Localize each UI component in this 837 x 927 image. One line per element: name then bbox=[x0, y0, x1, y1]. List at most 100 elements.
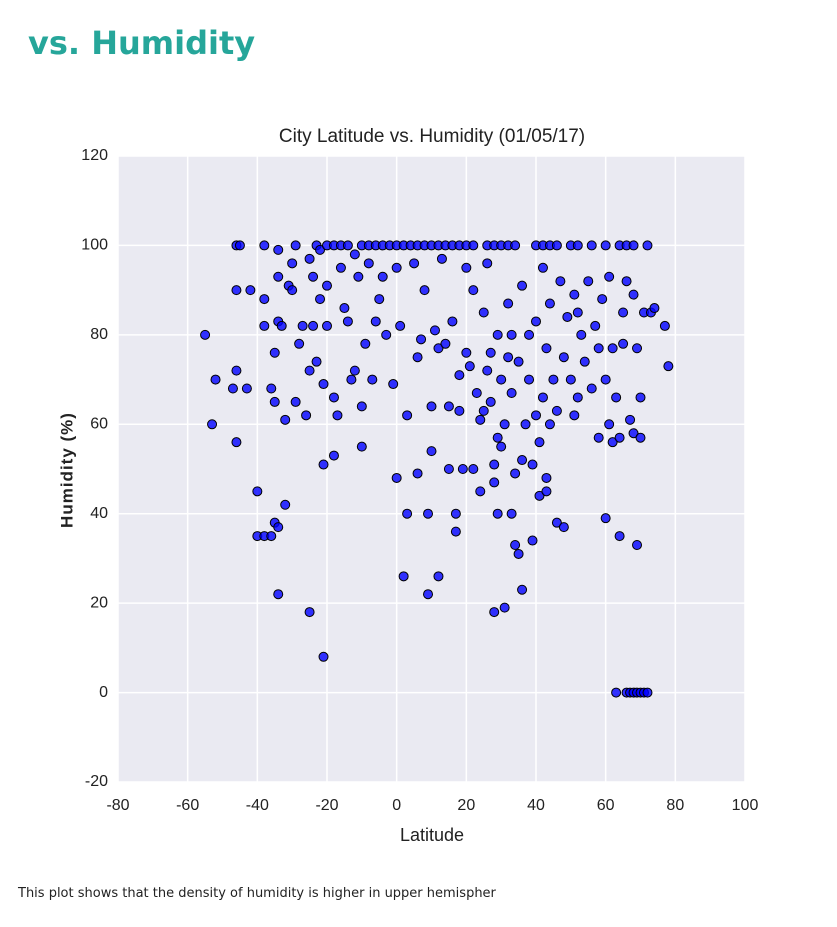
point bbox=[618, 307, 629, 318]
point bbox=[287, 258, 298, 269]
point bbox=[569, 410, 580, 421]
point bbox=[510, 240, 521, 251]
point bbox=[527, 535, 538, 546]
point bbox=[579, 356, 590, 367]
point bbox=[499, 602, 510, 613]
point bbox=[290, 396, 301, 407]
point bbox=[503, 352, 514, 363]
x-tick-label: -60 bbox=[176, 797, 199, 814]
x-axis-label: Latitude bbox=[400, 825, 464, 845]
point bbox=[294, 338, 305, 349]
point bbox=[663, 361, 674, 372]
point bbox=[234, 240, 245, 251]
point bbox=[297, 320, 308, 331]
point bbox=[433, 343, 444, 354]
point bbox=[426, 401, 437, 412]
point bbox=[346, 374, 357, 385]
point bbox=[468, 240, 479, 251]
point bbox=[370, 316, 381, 327]
y-axis-label: Humidity (%) bbox=[57, 412, 76, 528]
point bbox=[377, 271, 388, 282]
point bbox=[517, 280, 528, 291]
point bbox=[349, 365, 360, 376]
point bbox=[273, 271, 284, 282]
point bbox=[503, 298, 514, 309]
x-tick-label: 40 bbox=[527, 797, 545, 814]
point bbox=[537, 262, 548, 273]
point bbox=[569, 289, 580, 300]
point bbox=[506, 387, 517, 398]
y-tick-label: 120 bbox=[81, 147, 108, 164]
points bbox=[200, 240, 674, 698]
point bbox=[304, 365, 315, 376]
point bbox=[506, 508, 517, 519]
point bbox=[632, 540, 643, 551]
point bbox=[513, 356, 524, 367]
point bbox=[562, 311, 573, 322]
point bbox=[541, 343, 552, 354]
point bbox=[541, 486, 552, 497]
point bbox=[475, 486, 486, 497]
point bbox=[635, 392, 646, 403]
point bbox=[304, 607, 315, 618]
y-tick-label: 100 bbox=[81, 237, 108, 254]
point bbox=[398, 571, 409, 582]
point bbox=[335, 262, 346, 273]
x-tick-label: 80 bbox=[666, 797, 684, 814]
point bbox=[537, 392, 548, 403]
point bbox=[517, 455, 528, 466]
point bbox=[381, 329, 392, 340]
point bbox=[231, 365, 242, 376]
point bbox=[231, 285, 242, 296]
x-tick-label: 20 bbox=[457, 797, 475, 814]
point bbox=[534, 437, 545, 448]
point bbox=[318, 459, 329, 470]
point bbox=[611, 392, 622, 403]
point bbox=[374, 294, 385, 305]
point bbox=[259, 320, 270, 331]
y-tick-label: 20 bbox=[90, 594, 108, 611]
point bbox=[356, 401, 367, 412]
point bbox=[597, 294, 608, 305]
point bbox=[464, 361, 475, 372]
point bbox=[391, 472, 402, 483]
point bbox=[572, 307, 583, 318]
point bbox=[266, 383, 277, 394]
point bbox=[593, 432, 604, 443]
y-tick-label: 80 bbox=[90, 326, 108, 343]
point bbox=[614, 432, 625, 443]
point bbox=[273, 589, 284, 600]
point bbox=[450, 526, 461, 537]
point bbox=[635, 432, 646, 443]
point bbox=[409, 258, 420, 269]
point bbox=[322, 320, 332, 331]
point bbox=[269, 347, 280, 358]
point bbox=[207, 419, 218, 430]
point bbox=[259, 240, 270, 251]
point bbox=[391, 262, 402, 273]
point bbox=[287, 285, 298, 296]
point bbox=[621, 276, 632, 287]
point bbox=[429, 325, 440, 336]
point bbox=[266, 531, 277, 542]
point bbox=[252, 486, 263, 497]
point bbox=[527, 459, 538, 470]
point bbox=[412, 352, 423, 363]
point bbox=[342, 240, 353, 251]
point bbox=[471, 387, 482, 398]
point bbox=[558, 352, 569, 363]
point bbox=[541, 472, 552, 483]
y-tick-label: 40 bbox=[90, 505, 108, 522]
point bbox=[259, 294, 270, 305]
point bbox=[517, 584, 528, 595]
point bbox=[416, 334, 427, 345]
point bbox=[200, 329, 211, 340]
point bbox=[328, 450, 339, 461]
point bbox=[339, 303, 350, 314]
point bbox=[492, 508, 503, 519]
point bbox=[642, 687, 653, 698]
point bbox=[572, 240, 583, 251]
point bbox=[555, 276, 566, 287]
point bbox=[485, 396, 496, 407]
point bbox=[349, 249, 360, 260]
